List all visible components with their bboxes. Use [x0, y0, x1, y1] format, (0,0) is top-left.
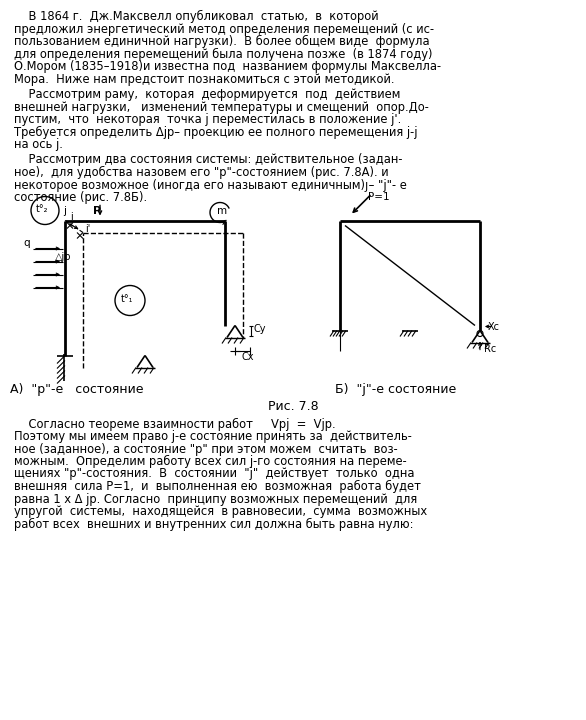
Text: ное (заданное), а состояние "p" при этом можем  считать  воз-: ное (заданное), а состояние "p" при этом… — [14, 443, 398, 456]
Text: △jp: △jp — [55, 253, 71, 263]
Text: состояние (рис. 7.8Б).: состояние (рис. 7.8Б). — [14, 191, 147, 204]
Text: t°₂: t°₂ — [36, 204, 49, 215]
Text: предложил энергетический метод определения перемещений (с ис-: предложил энергетический метод определен… — [14, 22, 434, 35]
Text: можным.  Определим работу всех сил j-го состояния на переме-: можным. Определим работу всех сил j-го с… — [14, 455, 407, 468]
Text: J: J — [365, 181, 368, 192]
Text: равна 1 х Δ jp. Согласно  принципу возможных перемещений  для: равна 1 х Δ jp. Согласно принципу возмож… — [14, 492, 417, 505]
Text: Требуется определить Δjp– проекцию ее полного перемещения j-j: Требуется определить Δjp– проекцию ее по… — [14, 125, 417, 138]
Text: работ всех  внешних и внутренних сил должна быть равна нулю:: работ всех внешних и внутренних сил долж… — [14, 518, 414, 531]
Text: Согласно теореме взаимности работ     Vpj  =  Vjp.: Согласно теореме взаимности работ Vpj = … — [14, 418, 336, 431]
Text: q: q — [23, 238, 30, 248]
Text: m: m — [217, 207, 227, 217]
Text: t°₁: t°₁ — [121, 294, 134, 305]
Text: на ось j.: на ось j. — [14, 138, 63, 151]
Text: Мора.  Ниже нам предстоит познакомиться с этой методикой.: Мора. Ниже нам предстоит познакомиться с… — [14, 73, 394, 86]
Text: В 1864 г.  Дж.Максвелл опубликовал  статью,  в  которой: В 1864 г. Дж.Максвелл опубликовал статью… — [14, 10, 379, 23]
Text: пустим,  что  некоторая  точка j переместилась в положение j'.: пустим, что некоторая точка j переместил… — [14, 113, 401, 126]
Text: Рассмотрим раму,  которая  деформируется  под  действием: Рассмотрим раму, которая деформируется п… — [14, 88, 400, 101]
Text: Рассмотрим два состояния системы: действительное (задан-: Рассмотрим два состояния системы: действ… — [14, 153, 403, 166]
Text: некоторое возможное (иногда его называют единичным) – "j"- е: некоторое возможное (иногда его называют… — [14, 179, 407, 192]
Text: i: i — [70, 212, 73, 222]
Text: щениях "p"-состояния.  В  состоянии  "j"  действует  только  одна: щениях "p"-состояния. В состоянии "j" де… — [14, 467, 414, 480]
Text: А)  "p"-е   состояние: А) "p"-е состояние — [10, 384, 144, 397]
Text: внешняя  сила P=1,  и  выполненная ею  возможная  работа будет: внешняя сила P=1, и выполненная ею возмо… — [14, 480, 421, 493]
Text: Cx: Cx — [241, 353, 254, 362]
Text: P=1: P=1 — [368, 192, 390, 202]
Text: для определения перемещений была получена позже  (в 1874 году): для определения перемещений была получен… — [14, 48, 432, 60]
Text: О.Мором (1835–1918)и известна под  названием формулы Максвелла-: О.Мором (1835–1918)и известна под назван… — [14, 60, 441, 73]
Text: пользованием единичной нагрузки).  В более общем виде  формула: пользованием единичной нагрузки). В боле… — [14, 35, 430, 48]
Text: i': i' — [85, 225, 90, 235]
Text: внешней нагрузки,   изменений температуры и смещений  опор.До-: внешней нагрузки, изменений температуры … — [14, 101, 429, 114]
Text: j: j — [63, 207, 66, 217]
Text: P: P — [93, 207, 101, 217]
Text: Rc: Rc — [484, 344, 496, 354]
Text: Рис. 7.8: Рис. 7.8 — [268, 400, 318, 413]
Text: ное),  для удобства назовем его "p"-состоянием (рис. 7.8А). и: ное), для удобства назовем его "p"-состо… — [14, 166, 389, 179]
Text: Xc: Xc — [488, 323, 500, 333]
Text: Б)  "j"-е состояние: Б) "j"-е состояние — [335, 384, 456, 397]
Text: Поэтому мы имеем право j-е состояние принять за  действитель-: Поэтому мы имеем право j-е состояние при… — [14, 430, 412, 443]
Text: упругой  системы,  находящейся  в равновесии,  сумма  возможных: упругой системы, находящейся в равновеси… — [14, 505, 427, 518]
Text: Cy: Cy — [253, 323, 265, 333]
